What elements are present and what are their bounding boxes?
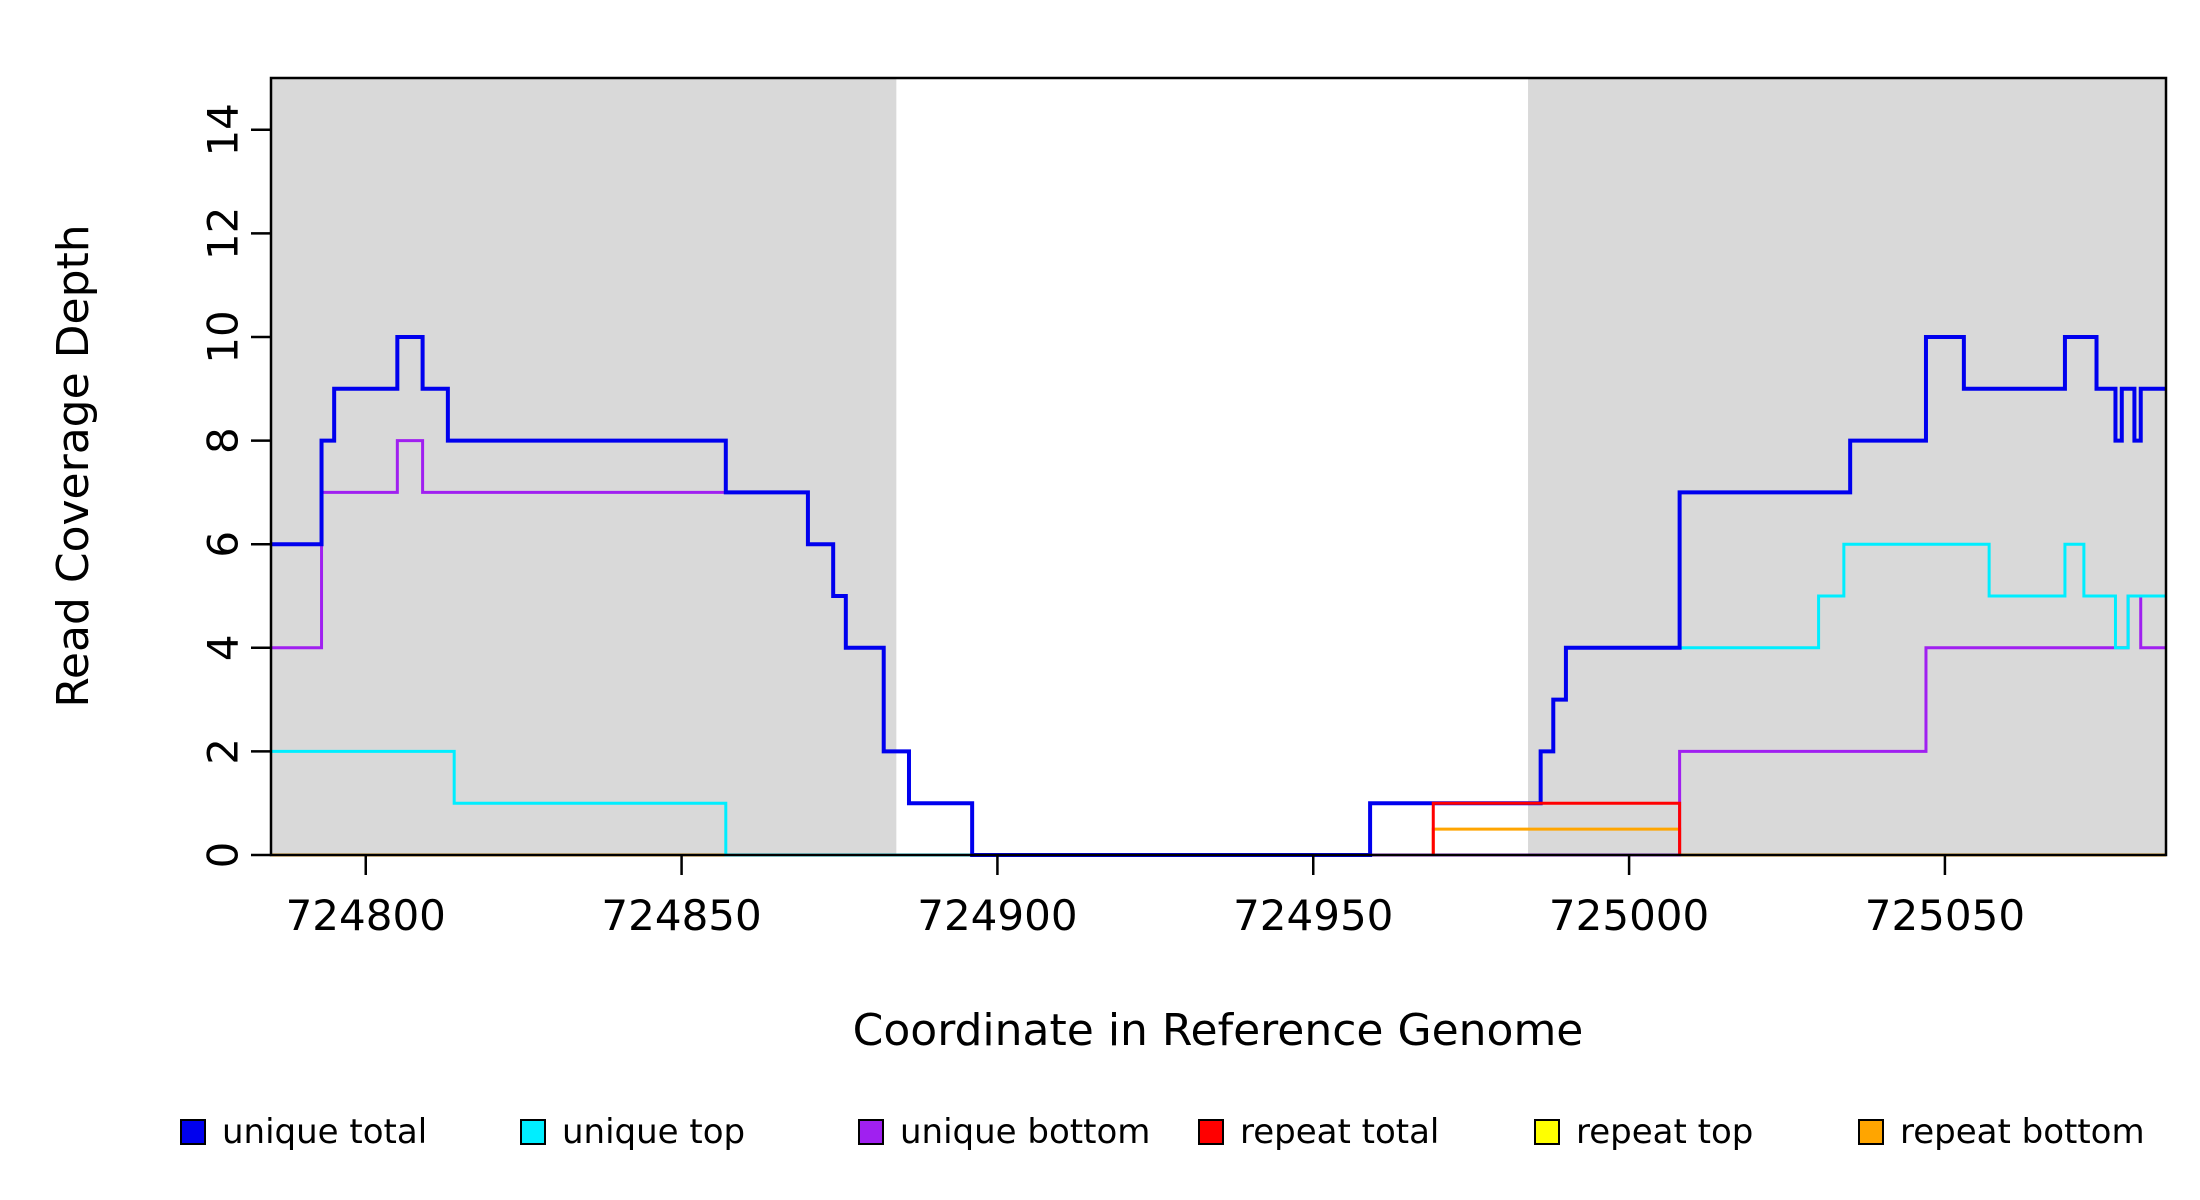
legend-swatch-icon — [1198, 1119, 1224, 1145]
legend: unique total unique top unique bottom repea… — [0, 1108, 2200, 1178]
legend-item-repeat-bottom: repeat bottom — [1858, 1108, 2145, 1156]
legend-label: repeat total — [1240, 1112, 1440, 1152]
x-tick-label: 724850 — [601, 891, 761, 940]
legend-swatch-icon — [1858, 1119, 1884, 1145]
legend-item-repeat-top: repeat top — [1534, 1108, 1753, 1156]
legend-label: unique bottom — [900, 1112, 1151, 1152]
legend-label: unique top — [562, 1112, 746, 1152]
legend-label: repeat bottom — [1900, 1112, 2145, 1152]
legend-item-unique-top: unique top — [520, 1108, 745, 1156]
x-tick-label: 725050 — [1865, 891, 2025, 940]
plot-border — [269, 76, 2168, 857]
legend-item-unique-total: unique total — [180, 1108, 427, 1156]
legend-swatch-icon — [180, 1119, 206, 1145]
y-tick-label: 10 — [199, 310, 248, 363]
series-line-repeat-total — [1431, 801, 1682, 855]
legend-label: repeat top — [1576, 1112, 1754, 1152]
y-tick-label: 0 — [199, 842, 248, 869]
legend-swatch-icon — [858, 1119, 884, 1145]
shaded-region — [271, 78, 897, 855]
legend-item-repeat-total: repeat total — [1198, 1108, 1439, 1156]
x-tick-label: 724950 — [1233, 891, 1393, 940]
x-tick-label: 724800 — [286, 891, 446, 940]
y-tick-label: 12 — [199, 207, 248, 260]
plot-area: 724800 724850 724900 724950 725000 725050 0 2 4… — [48, 76, 2168, 1056]
x-tick-label: 725000 — [1549, 891, 1709, 940]
legend-swatch-icon — [1534, 1119, 1560, 1145]
legend-item-unique-bottom: unique bottom — [858, 1108, 1150, 1156]
y-tick-label: 6 — [199, 531, 248, 558]
y-axis-title: Read Coverage Depth — [48, 224, 99, 707]
x-axis-ticks: 724800 724850 724900 724950 725000 725050 — [286, 855, 2025, 940]
y-tick-label: 14 — [199, 103, 248, 156]
y-tick-label: 8 — [199, 427, 248, 454]
shaded-regions — [271, 78, 2166, 855]
shaded-region — [1528, 78, 2166, 855]
y-axis-ticks: 0 2 4 6 8 10 12 14 — [199, 103, 271, 869]
y-tick-label: 2 — [199, 738, 248, 765]
x-axis-title: Coordinate in Reference Genome — [853, 1005, 1584, 1056]
legend-label: unique total — [222, 1112, 428, 1152]
y-tick-label: 4 — [199, 634, 248, 661]
x-tick-label: 724900 — [917, 891, 1077, 940]
legend-swatch-icon — [520, 1119, 546, 1145]
